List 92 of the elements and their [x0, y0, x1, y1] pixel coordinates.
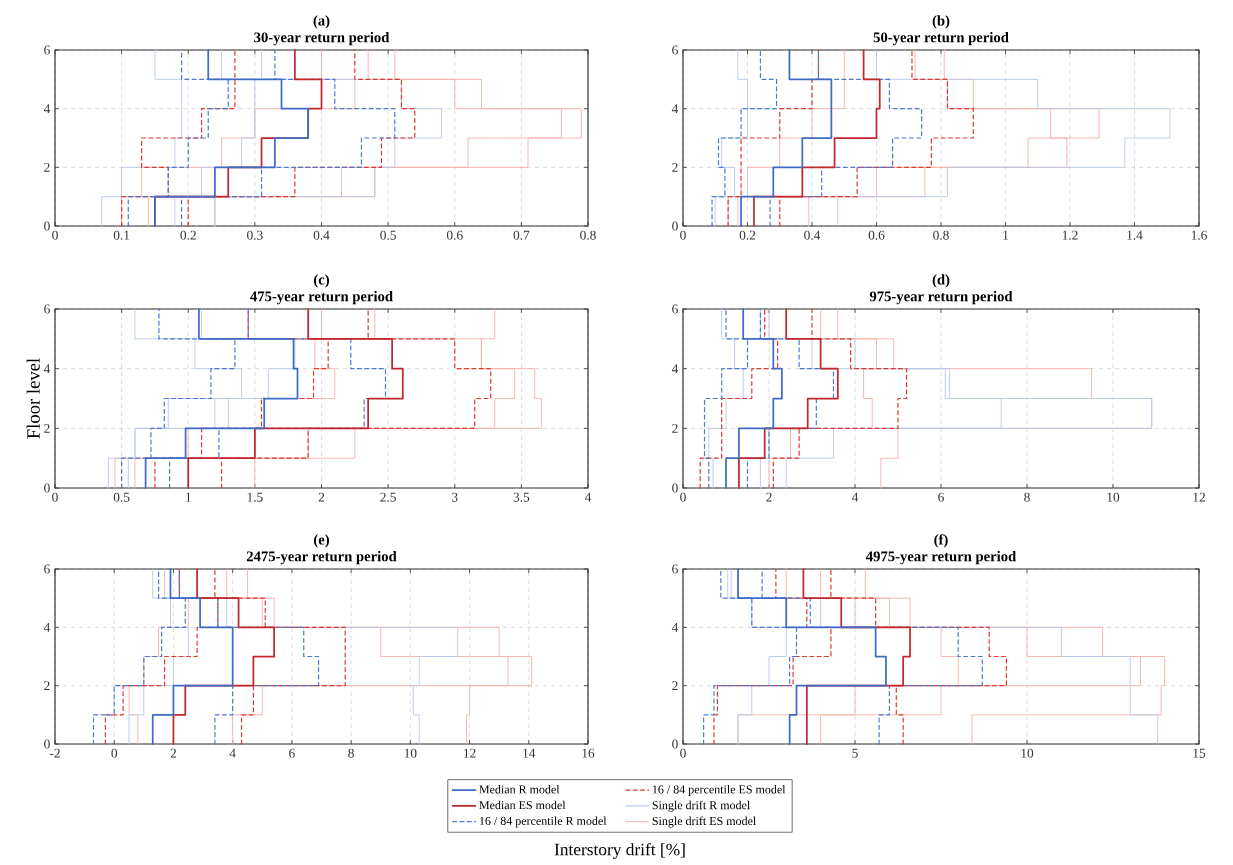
y-tick-label: 6	[44, 564, 50, 574]
x-tick-label: 2.5	[380, 492, 396, 502]
x-tick-label: 10	[404, 748, 417, 758]
y-tick-label: 4	[671, 104, 679, 114]
chart-subtitle: 30-year return period	[254, 31, 390, 46]
x-tick-label: 4	[229, 748, 236, 758]
x-tick-label: 12	[1193, 492, 1205, 502]
x-tick-label: 0.8	[933, 230, 949, 240]
x-tick-label: 2	[170, 748, 177, 758]
x-tick-label: 4	[584, 492, 592, 502]
x-tick-label: 0.6	[446, 230, 463, 240]
chart-title: (c)	[314, 274, 329, 288]
x-tick-label: 10	[1107, 492, 1120, 502]
y-tick-label: 0	[672, 221, 678, 231]
x-tick-label: 0	[111, 748, 118, 758]
legend-label: 16 / 84 percentile ES model	[652, 785, 786, 796]
y-tick-label: 2	[672, 162, 678, 172]
x-tick-label: 0.4	[313, 230, 330, 240]
x-tick-label: 0.8	[580, 230, 596, 240]
x-tick-label: 2	[766, 492, 772, 502]
y-tick-label: 0	[44, 221, 50, 231]
chart-title: (d)	[932, 274, 950, 288]
x-tick-label: 0.5	[380, 230, 396, 240]
x-tick-label: 5	[852, 748, 858, 758]
x-tick-label: 3	[452, 492, 458, 502]
chart-subtitle: 2475-year return period	[246, 550, 397, 565]
y-tick-label: 0	[44, 739, 50, 749]
chart-title: (b)	[932, 15, 950, 29]
x-tick-label: 1.5	[247, 492, 263, 502]
y-tick-label: 0	[44, 483, 50, 493]
chart-subtitle: 975-year return period	[869, 290, 1013, 305]
x-tick-label: 0.2	[180, 230, 196, 240]
y-tick-label: 2	[44, 162, 50, 172]
x-tick-label: 1.4	[1127, 230, 1143, 240]
chart-subtitle: 4975-year return period	[865, 550, 1017, 565]
x-tick-label: 0	[680, 748, 686, 758]
x-tick-label: 12	[464, 748, 476, 758]
chart-subtitle: 475-year return period	[250, 290, 393, 305]
x-tick-label: 0.2	[739, 230, 756, 240]
x-tick-label: 15	[1193, 748, 1206, 758]
x-tick-label: 4	[851, 492, 859, 502]
y-tick-label: 4	[671, 622, 679, 632]
y-tick-label: 4	[43, 622, 51, 632]
legend-label: Single drift R model	[652, 800, 750, 812]
y-tick-label: 2	[672, 681, 678, 691]
chart-subtitle: 50-year return period	[873, 31, 1009, 46]
chart-title: (e)	[314, 534, 329, 548]
x-tick-label: 2	[318, 492, 325, 502]
legend-label: Median ES model	[479, 800, 566, 810]
x-tick-label: 0.7	[513, 230, 530, 240]
x-tick-label: 3.5	[513, 492, 530, 502]
x-tick-label: 6	[938, 492, 944, 502]
x-tick-label: 0.3	[247, 230, 263, 240]
x-tick-label: 0.4	[804, 230, 821, 240]
y-tick-label: 6	[44, 45, 50, 55]
x-tick-label: 1.6	[1191, 230, 1207, 240]
legend-label: Single drift ES model	[652, 816, 756, 828]
y-tick-label: 6	[44, 304, 50, 314]
x-tick-label: 0.5	[113, 492, 130, 502]
x-tick-label: 0	[52, 492, 58, 502]
x-tick-label: 8	[1024, 492, 1030, 502]
chart-title: (a)	[313, 15, 330, 29]
x-tick-label: 1.2	[1062, 230, 1078, 240]
x-tick-label: 1	[1003, 230, 1009, 240]
x-axis-title: Interstory drift [%]	[554, 842, 685, 859]
x-tick-label: 1	[186, 492, 191, 502]
y-tick-label: 4	[43, 104, 51, 114]
y-tick-label: 6	[672, 304, 678, 314]
y-tick-label: 6	[672, 45, 678, 55]
x-tick-label: 10	[1021, 748, 1034, 758]
y-tick-label: 2	[44, 681, 50, 691]
x-tick-label: 6	[289, 748, 295, 758]
x-tick-label: 0.1	[113, 230, 130, 240]
y-tick-label: 2	[44, 423, 50, 433]
x-tick-label: 14	[523, 748, 536, 758]
x-tick-label: 0.6	[868, 230, 885, 240]
x-tick-label: 16	[582, 748, 595, 758]
x-tick-label: 0	[680, 492, 686, 502]
x-tick-label: 8	[348, 748, 354, 758]
y-axis-title: Floor level	[26, 358, 40, 439]
y-tick-label: 0	[672, 483, 678, 493]
y-tick-label: 6	[672, 564, 678, 574]
legend-label: 16 / 84 percentile R model	[479, 816, 607, 828]
y-tick-label: 2	[672, 423, 678, 433]
y-tick-label: 4	[43, 364, 51, 374]
x-tick-label: 0	[52, 230, 58, 240]
y-tick-label: 4	[671, 364, 679, 374]
x-tick-label: 0	[680, 230, 686, 240]
y-tick-label: 0	[672, 739, 678, 749]
legend-label: Median R model	[479, 785, 560, 794]
x-tick-label: -2	[49, 748, 60, 758]
chart-title: (f)	[934, 534, 948, 548]
